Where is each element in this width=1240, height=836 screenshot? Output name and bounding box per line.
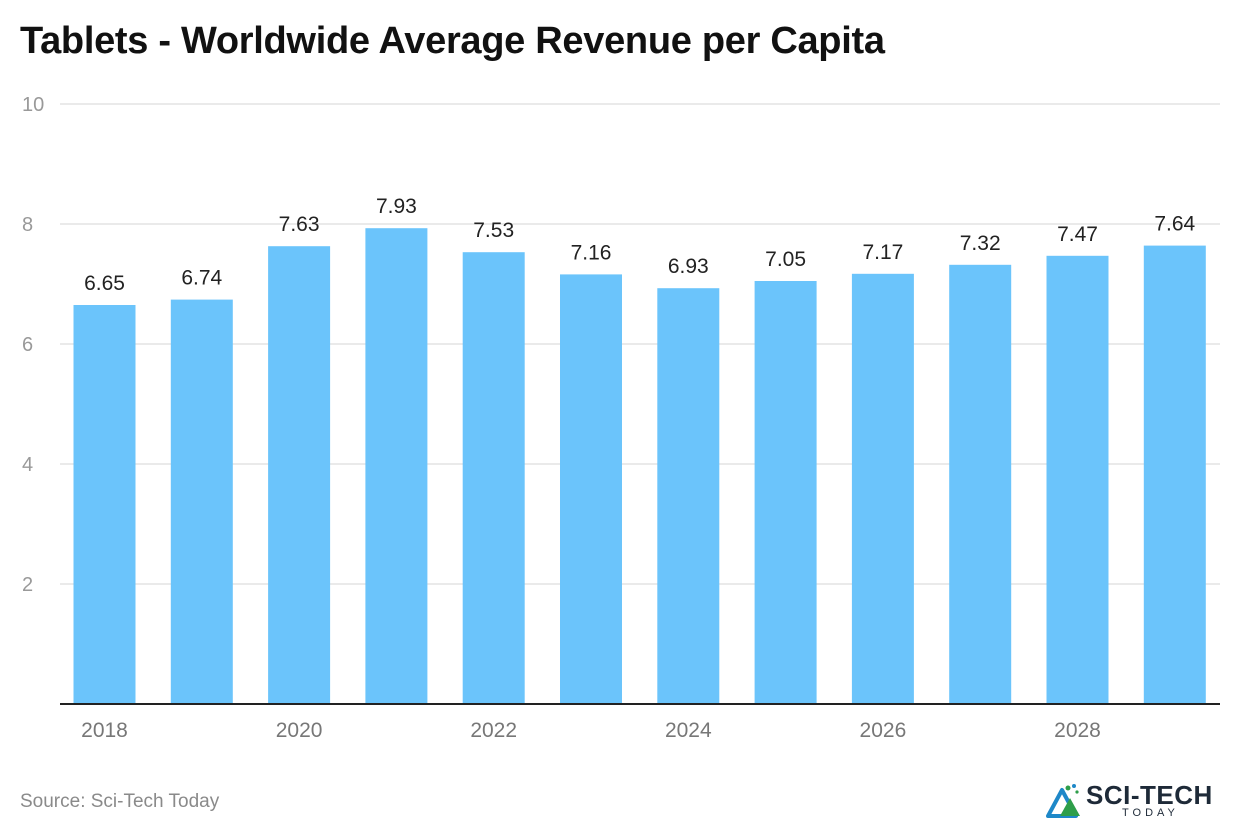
x-tick-label: 2028	[1054, 719, 1101, 742]
bar	[462, 252, 525, 704]
source-note: Source: Sci-Tech Today	[20, 791, 220, 812]
data-label: 7.05	[765, 248, 806, 271]
bar	[949, 264, 1012, 704]
bar	[560, 274, 622, 704]
bar	[365, 228, 428, 704]
logo-mountain-icon	[1046, 784, 1080, 818]
data-label: 7.16	[571, 241, 612, 264]
bar	[1143, 245, 1206, 704]
sci-tech-logo: SCI-TECH TODAY	[1046, 780, 1226, 824]
x-tick-label: 2018	[81, 719, 128, 742]
data-label: 7.93	[376, 195, 417, 218]
bar	[851, 273, 914, 704]
x-tick-label: 2022	[470, 719, 517, 742]
data-label: 7.64	[1154, 213, 1195, 236]
logo-tagline: TODAY	[1122, 807, 1179, 819]
data-label: 7.17	[862, 241, 903, 264]
bar	[1046, 255, 1109, 705]
bar	[73, 305, 136, 704]
bar	[268, 246, 331, 704]
y-tick-label: 8	[22, 214, 33, 236]
data-label: 6.93	[668, 255, 709, 278]
data-label: 7.63	[279, 213, 320, 236]
y-tick-label: 4	[22, 454, 33, 476]
y-tick-label: 6	[22, 334, 33, 356]
y-tick-label: 2	[22, 574, 33, 596]
data-label: 7.32	[960, 232, 1001, 255]
data-label: 7.53	[473, 219, 514, 242]
data-label: 7.47	[1057, 223, 1098, 246]
bar	[754, 281, 817, 704]
logo-wordmark: SCI-TECH	[1086, 780, 1213, 810]
bar	[657, 288, 720, 704]
chart-title: Tablets - Worldwide Average Revenue per …	[20, 20, 885, 62]
data-label: 6.65	[84, 272, 125, 295]
data-label: 6.74	[181, 267, 222, 290]
x-tick-label: 2020	[276, 719, 323, 742]
bar	[170, 299, 233, 704]
x-tick-label: 2026	[860, 719, 907, 742]
x-tick-label: 2024	[665, 719, 712, 742]
y-tick-label: 10	[22, 94, 44, 116]
